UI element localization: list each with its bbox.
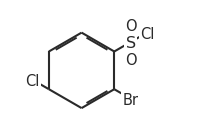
Text: O: O (125, 19, 136, 34)
Text: S: S (126, 36, 136, 51)
Text: Cl: Cl (25, 74, 40, 89)
Text: O: O (125, 53, 136, 69)
Text: Br: Br (123, 93, 139, 108)
Text: Cl: Cl (140, 27, 154, 42)
